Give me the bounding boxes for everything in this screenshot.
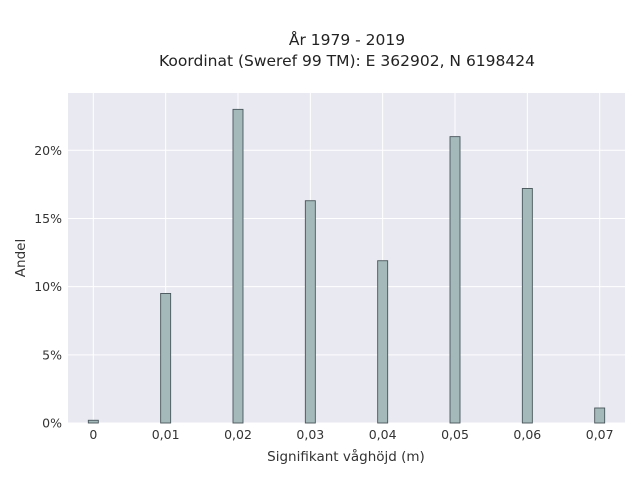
plot-area	[68, 93, 625, 423]
bar	[160, 293, 172, 424]
x-axis-label: Signifikant våghöjd (m)	[267, 448, 425, 465]
bar	[87, 419, 99, 424]
bar	[377, 260, 389, 424]
x-axis-ticks: 0 0,01 0,02 0,03 0,04 0,05 0,06 0,07	[89, 427, 613, 442]
bars	[87, 108, 606, 424]
bar	[521, 188, 533, 424]
y-tick-label: 20%	[34, 143, 62, 158]
x-tick-label: 0,06	[513, 427, 541, 442]
bar	[594, 407, 606, 424]
y-tick-label: 15%	[34, 211, 62, 226]
bar	[449, 136, 461, 424]
bar	[304, 200, 316, 424]
y-tick-label: 10%	[34, 279, 62, 294]
x-tick-label: 0	[89, 427, 97, 442]
x-tick-label: 0,04	[369, 427, 397, 442]
chart-subtitle: Koordinat (Sweref 99 TM): E 362902, N 61…	[159, 52, 535, 70]
y-axis-label: Andel	[13, 239, 29, 277]
y-tick-label: 0%	[42, 416, 62, 431]
x-tick-label: 0,01	[152, 427, 180, 442]
x-tick-label: 0,02	[224, 427, 252, 442]
bar	[232, 108, 244, 424]
x-tick-label: 0,05	[441, 427, 469, 442]
y-tick-label: 5%	[42, 347, 62, 362]
y-axis-ticks: 0% 5% 10% 15% 20%	[34, 143, 62, 431]
chart-title: År 1979 - 2019	[289, 30, 405, 49]
x-tick-label: 0,07	[586, 427, 614, 442]
x-tick-label: 0,03	[296, 427, 324, 442]
